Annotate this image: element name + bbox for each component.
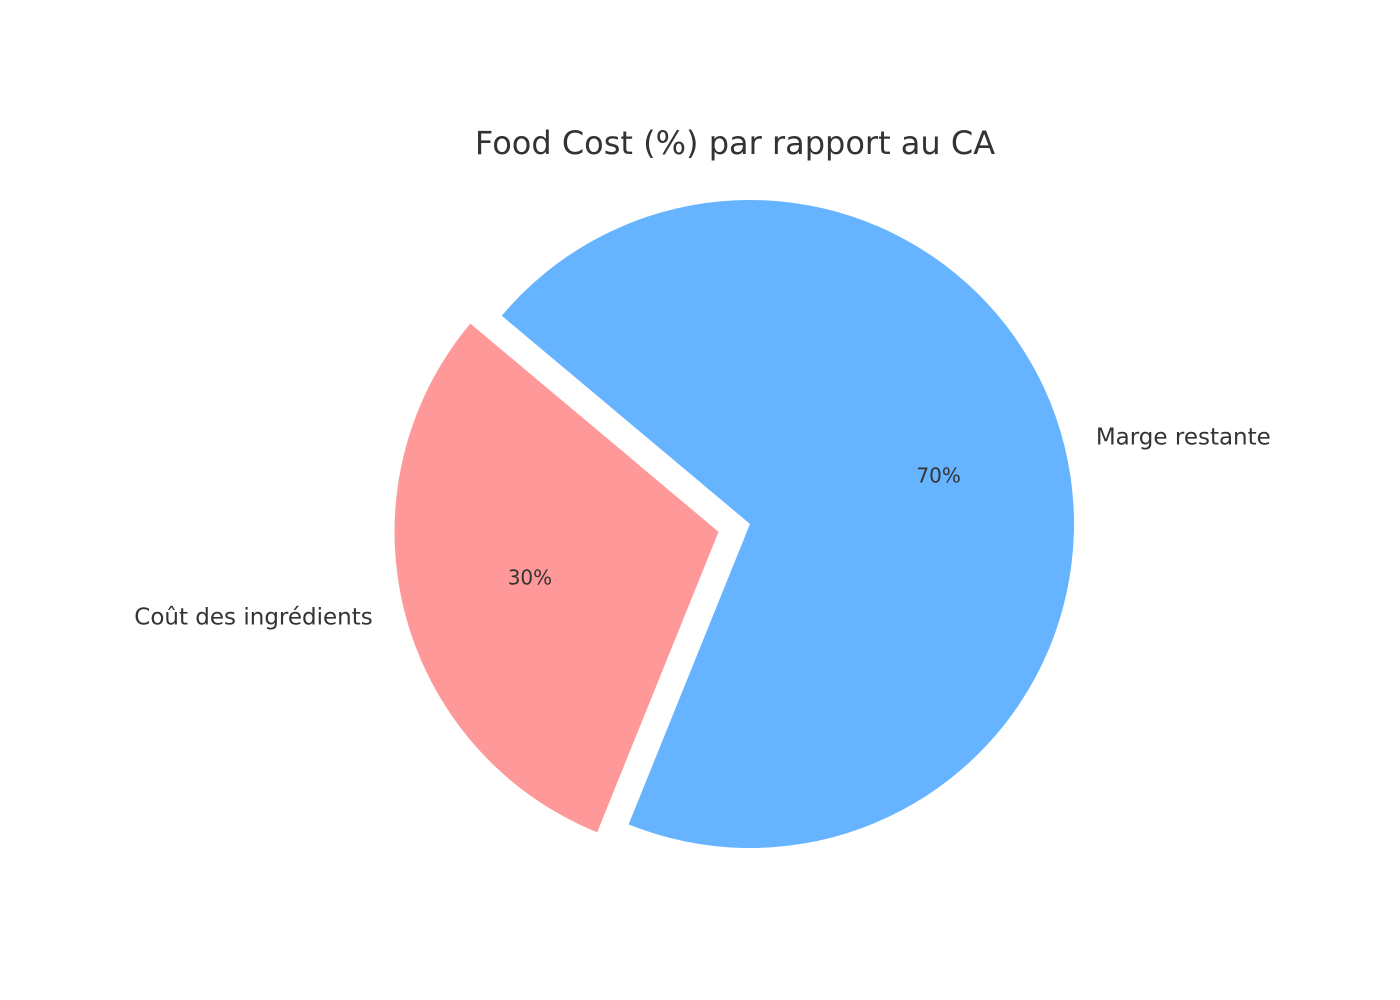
pie-slice xyxy=(501,200,1074,849)
value-label: 30% xyxy=(508,565,552,589)
value-label: 70% xyxy=(916,463,960,487)
slice-label: Marge restante xyxy=(1096,424,1271,450)
slice-label: Coût des ingrédients xyxy=(134,605,372,631)
pie-slice xyxy=(394,323,719,833)
chart-title: Food Cost (%) par rapport au CA xyxy=(475,124,995,162)
